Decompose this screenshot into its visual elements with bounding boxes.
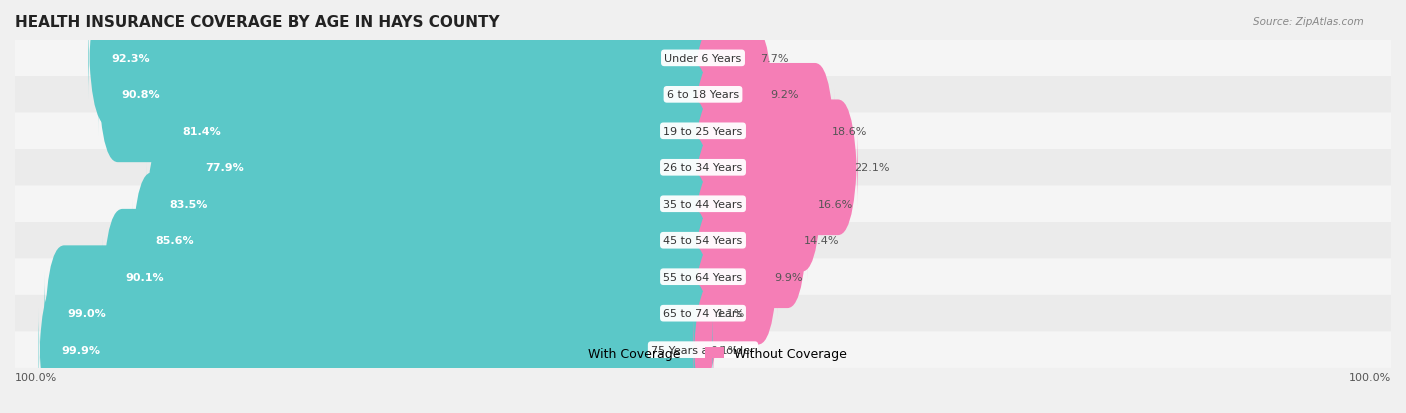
FancyBboxPatch shape — [15, 77, 1391, 113]
Text: 83.5%: 83.5% — [169, 199, 207, 209]
Text: 77.9%: 77.9% — [205, 163, 245, 173]
FancyBboxPatch shape — [15, 40, 1391, 77]
FancyBboxPatch shape — [693, 100, 858, 235]
FancyBboxPatch shape — [15, 223, 1391, 259]
Text: 1.1%: 1.1% — [717, 309, 745, 318]
Text: 18.6%: 18.6% — [831, 126, 868, 136]
Text: 7.7%: 7.7% — [761, 54, 789, 64]
FancyBboxPatch shape — [693, 137, 821, 272]
FancyBboxPatch shape — [15, 332, 1391, 368]
Text: 90.1%: 90.1% — [125, 272, 165, 282]
Text: 75 Years and older: 75 Years and older — [651, 345, 755, 355]
FancyBboxPatch shape — [693, 282, 713, 413]
FancyBboxPatch shape — [693, 27, 773, 163]
Text: 99.9%: 99.9% — [62, 345, 100, 355]
Text: 55 to 64 Years: 55 to 64 Years — [664, 272, 742, 282]
Text: 65 to 74 Years: 65 to 74 Years — [664, 309, 742, 318]
FancyBboxPatch shape — [98, 27, 713, 163]
Text: 100.0%: 100.0% — [1348, 372, 1391, 382]
FancyBboxPatch shape — [160, 64, 713, 199]
Text: 85.6%: 85.6% — [155, 236, 194, 246]
FancyBboxPatch shape — [693, 64, 835, 199]
Text: 26 to 34 Years: 26 to 34 Years — [664, 163, 742, 173]
FancyBboxPatch shape — [183, 100, 713, 235]
FancyBboxPatch shape — [45, 246, 713, 381]
FancyBboxPatch shape — [146, 137, 713, 272]
FancyBboxPatch shape — [15, 150, 1391, 186]
Text: 14.4%: 14.4% — [804, 236, 839, 246]
Text: 9.9%: 9.9% — [775, 272, 803, 282]
Text: 19 to 25 Years: 19 to 25 Years — [664, 126, 742, 136]
Text: 90.8%: 90.8% — [121, 90, 160, 100]
FancyBboxPatch shape — [693, 173, 807, 309]
FancyBboxPatch shape — [15, 295, 1391, 332]
FancyBboxPatch shape — [693, 246, 720, 381]
Text: 100.0%: 100.0% — [15, 372, 58, 382]
FancyBboxPatch shape — [89, 0, 713, 126]
Text: HEALTH INSURANCE COVERAGE BY AGE IN HAYS COUNTY: HEALTH INSURANCE COVERAGE BY AGE IN HAYS… — [15, 14, 499, 30]
FancyBboxPatch shape — [38, 282, 713, 413]
FancyBboxPatch shape — [15, 259, 1391, 295]
Text: 6 to 18 Years: 6 to 18 Years — [666, 90, 740, 100]
Text: 0.1%: 0.1% — [710, 345, 738, 355]
Text: 22.1%: 22.1% — [855, 163, 890, 173]
FancyBboxPatch shape — [132, 173, 713, 309]
Text: 92.3%: 92.3% — [111, 54, 150, 64]
Text: 16.6%: 16.6% — [818, 199, 853, 209]
Legend: With Coverage, Without Coverage: With Coverage, Without Coverage — [554, 342, 852, 365]
Text: 35 to 44 Years: 35 to 44 Years — [664, 199, 742, 209]
FancyBboxPatch shape — [693, 0, 763, 126]
Text: 99.0%: 99.0% — [67, 309, 107, 318]
FancyBboxPatch shape — [15, 186, 1391, 223]
Text: 9.2%: 9.2% — [770, 90, 799, 100]
Text: 45 to 54 Years: 45 to 54 Years — [664, 236, 742, 246]
FancyBboxPatch shape — [693, 209, 778, 345]
FancyBboxPatch shape — [15, 113, 1391, 150]
FancyBboxPatch shape — [103, 209, 713, 345]
Text: 81.4%: 81.4% — [183, 126, 222, 136]
Text: Source: ZipAtlas.com: Source: ZipAtlas.com — [1253, 17, 1364, 26]
Text: Under 6 Years: Under 6 Years — [665, 54, 741, 64]
